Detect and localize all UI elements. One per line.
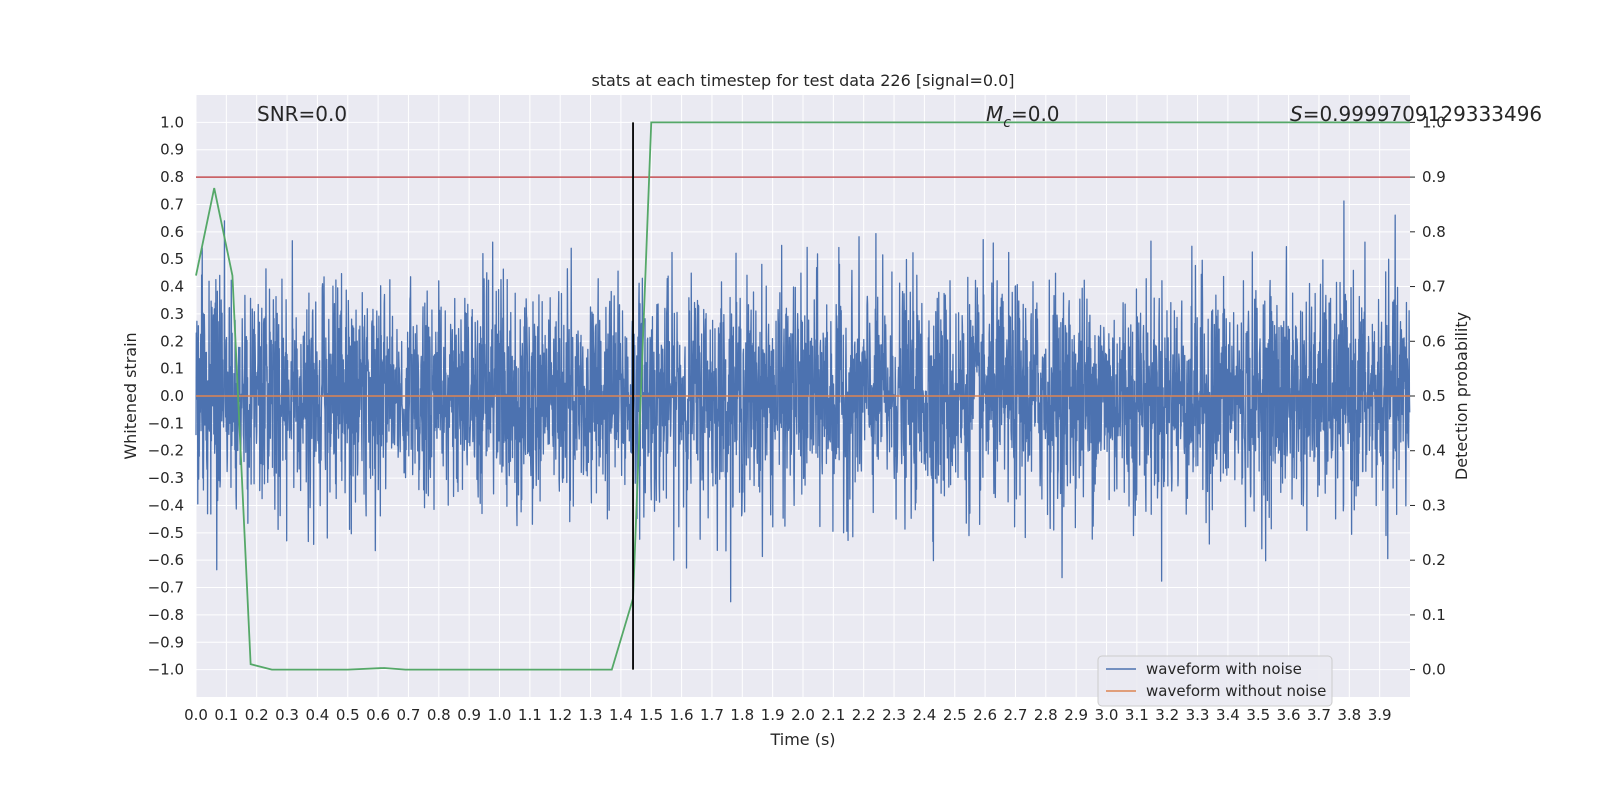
x-tick-label: 2.0 [791, 706, 815, 724]
y-tick-label: 0.1 [160, 360, 184, 378]
x-tick-label: 2.4 [912, 706, 936, 724]
y2-tick-label: 0.8 [1422, 223, 1446, 241]
x-tick-label: 1.8 [730, 706, 754, 724]
x-tick-label: 1.6 [670, 706, 694, 724]
series-waveform-with-noise [195, 200, 1411, 603]
x-tick-label: 1.9 [761, 706, 785, 724]
y2-tick-label: 0.4 [1422, 442, 1446, 460]
x-tick-label: 2.9 [1064, 706, 1088, 724]
y-tick-label: 1.0 [160, 113, 184, 131]
y-tick-label: −1.0 [148, 661, 184, 679]
y-tick-label: 0.2 [160, 332, 184, 350]
y2-tick-label: 0.2 [1422, 551, 1446, 569]
x-axis-label: Time (s) [769, 730, 835, 749]
x-tick-label: 0.9 [457, 706, 481, 724]
x-tick-label: 2.1 [821, 706, 845, 724]
y-tick-label: 0.9 [160, 141, 184, 159]
y-tick-label: 0.6 [160, 223, 184, 241]
y-tick-label: −0.3 [148, 469, 184, 487]
x-tick-label: 3.4 [1216, 706, 1240, 724]
x-tick-label: 2.2 [852, 706, 876, 724]
x-tick-label: 0.6 [366, 706, 390, 724]
s-value: =0.9999709129333496 [1303, 102, 1542, 126]
y-tick-label: 0.4 [160, 278, 184, 296]
x-tick-label: 1.5 [639, 706, 663, 724]
legend-label-with-noise: waveform with noise [1146, 660, 1302, 678]
y2-tick-label: 0.0 [1422, 661, 1446, 679]
x-tick-label: 1.0 [488, 706, 512, 724]
y2-tick-label: 0.9 [1422, 168, 1446, 186]
mc-symbol: M [986, 102, 1003, 126]
y-ticks: 1.0 0.9 0.8 0.7 0.6 0.5 0.4 0.3 0.2 0.1 0.0 −0.1 −0.… [148, 113, 184, 678]
y-tick-label: −0.2 [148, 442, 184, 460]
x-tick-label: 2.5 [943, 706, 967, 724]
y-tick-label: 0.7 [160, 195, 184, 213]
y-tick-label: −0.7 [148, 579, 184, 597]
legend-label-without-noise: waveform without noise [1146, 682, 1326, 700]
y-tick-label: 0.8 [160, 168, 184, 186]
x-tick-label: 1.3 [579, 706, 603, 724]
x-tick-label: 1.7 [700, 706, 724, 724]
y-tick-label: −0.1 [148, 414, 184, 432]
legend-box [1097, 655, 1333, 707]
x-tick-label: 3.3 [1186, 706, 1210, 724]
y-tick-label: −0.4 [148, 496, 184, 514]
y2-ticks: 1.0 0.9 0.8 0.7 0.6 0.5 0.4 0.3 0.2 0.1 0.0 [1410, 113, 1446, 679]
legend: waveform with noise waveform without noi… [1097, 655, 1333, 707]
y2-tick-label: 0.6 [1422, 332, 1446, 350]
x-tick-label: 3.1 [1125, 706, 1149, 724]
x-tick-label: 2.7 [1004, 706, 1028, 724]
s-annotation: S=0.9999709129333496 [1290, 102, 1542, 126]
x-ticks: 0.0 0.1 0.2 0.3 0.4 0.5 0.6 0.7 0.8 0.9 1.0 1.1 1.2 1… [184, 706, 1392, 724]
x-tick-label: 0.8 [427, 706, 451, 724]
y-tick-label: −0.5 [148, 524, 184, 542]
x-tick-label: 0.0 [184, 706, 208, 724]
mc-annotation: Mc=0.0 [986, 102, 1060, 131]
s-symbol: S [1290, 102, 1303, 126]
x-tick-label: 0.7 [397, 706, 421, 724]
mc-subscript: c [1003, 115, 1011, 131]
x-tick-label: 1.1 [518, 706, 542, 724]
x-tick-label: 3.5 [1246, 706, 1270, 724]
y-tick-label: −0.9 [148, 633, 184, 651]
y2-tick-label: 0.7 [1422, 278, 1446, 296]
y-tick-label: 0.3 [160, 305, 184, 323]
y2-tick-label: 1.0 [1422, 113, 1446, 131]
x-tick-label: 0.3 [275, 706, 299, 724]
x-tick-label: 2.6 [973, 706, 997, 724]
y-tick-label: −0.8 [148, 606, 184, 624]
chart-title: stats at each timestep for test data 226… [591, 71, 1014, 90]
snr-annotation: SNR=0.0 [257, 102, 347, 126]
x-tick-label: 0.1 [214, 706, 238, 724]
x-tick-label: 2.3 [882, 706, 906, 724]
y2-axis-label: Detection probability [1452, 312, 1471, 480]
y-tick-label: 0.5 [160, 250, 184, 268]
x-tick-label: 3.9 [1368, 706, 1392, 724]
x-tick-label: 1.4 [609, 706, 633, 724]
x-tick-label: 3.2 [1155, 706, 1179, 724]
y2-tick-label: 0.3 [1422, 496, 1446, 514]
x-tick-label: 3.6 [1277, 706, 1301, 724]
x-tick-label: 0.4 [305, 706, 329, 724]
y2-tick-label: 0.1 [1422, 606, 1446, 624]
x-tick-label: 3.7 [1307, 706, 1331, 724]
x-tick-label: 0.2 [245, 706, 269, 724]
y2-tick-label: 0.5 [1422, 387, 1446, 405]
x-tick-label: 0.5 [336, 706, 360, 724]
x-tick-label: 2.8 [1034, 706, 1058, 724]
x-tick-label: 1.2 [548, 706, 572, 724]
y-axis-label: Whitened strain [121, 332, 140, 459]
x-tick-label: 3.8 [1337, 706, 1361, 724]
y-tick-label: 0.0 [160, 387, 184, 405]
y-tick-label: −0.6 [148, 551, 184, 569]
x-tick-label: 3.0 [1095, 706, 1119, 724]
series-lines [195, 121, 1410, 671]
mc-value: =0.0 [1011, 102, 1060, 126]
waveform-with-noise-line [195, 200, 1411, 603]
